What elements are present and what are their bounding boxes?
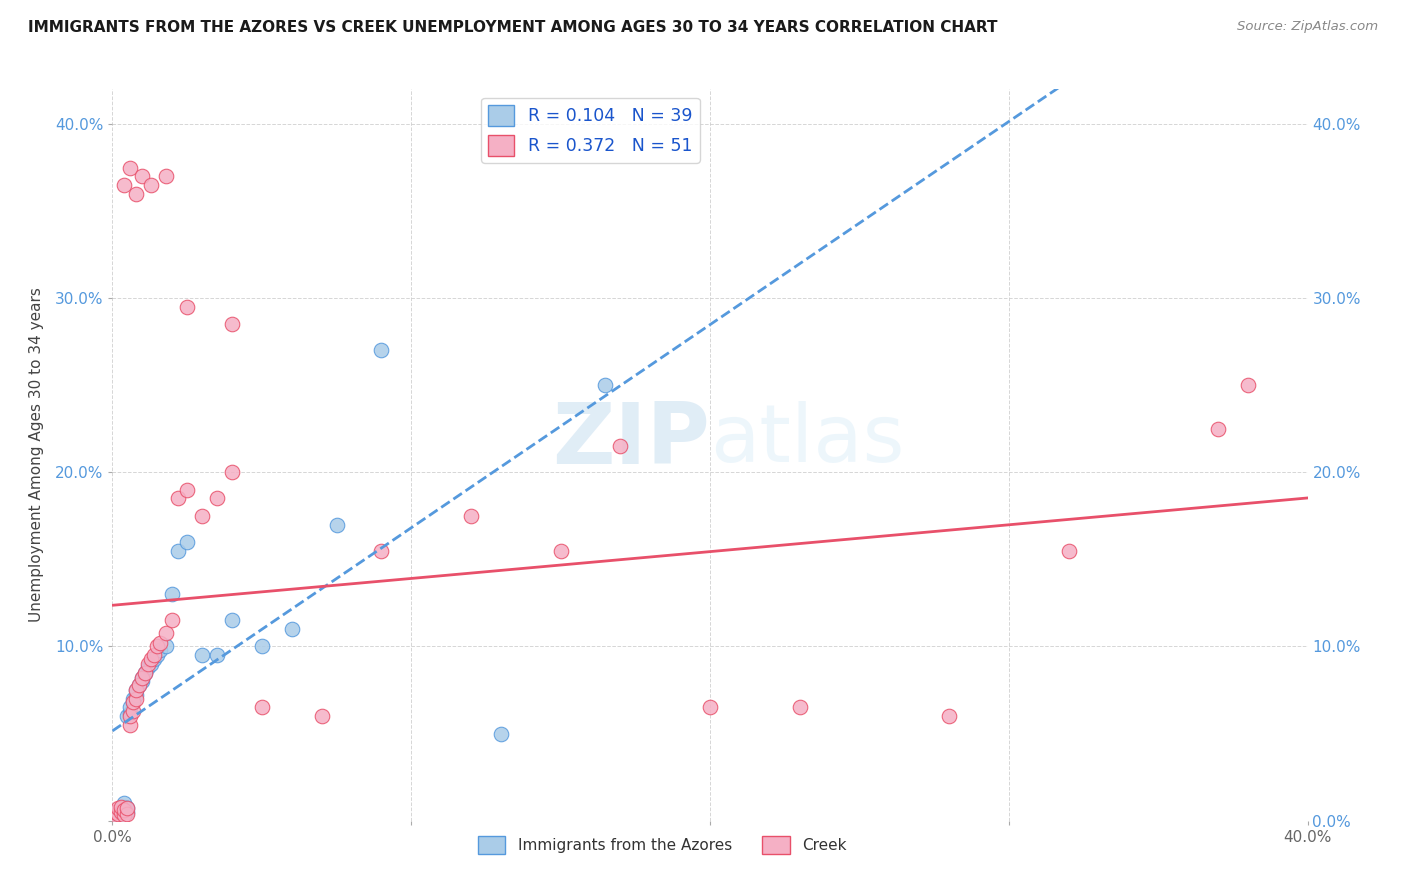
Point bbox=[110, 803, 132, 817]
Point bbox=[595, 378, 617, 392]
Point bbox=[176, 535, 198, 549]
Point bbox=[162, 587, 183, 601]
Point bbox=[250, 640, 273, 654]
Point bbox=[117, 805, 139, 819]
Point bbox=[699, 700, 721, 714]
Point bbox=[120, 718, 142, 732]
Point bbox=[125, 683, 148, 698]
Point bbox=[131, 671, 153, 685]
Point bbox=[125, 186, 148, 201]
Point bbox=[1057, 543, 1080, 558]
Point bbox=[110, 799, 132, 814]
Point bbox=[1237, 378, 1260, 392]
Point bbox=[325, 517, 347, 532]
Point bbox=[205, 648, 228, 663]
Point bbox=[146, 648, 169, 663]
Point bbox=[155, 625, 177, 640]
Point bbox=[128, 678, 150, 692]
Point bbox=[122, 704, 145, 718]
Point bbox=[114, 178, 135, 192]
Point bbox=[104, 812, 127, 826]
Point bbox=[167, 491, 190, 506]
Point bbox=[138, 660, 160, 674]
Point bbox=[104, 805, 127, 819]
Point bbox=[550, 543, 572, 558]
Point bbox=[104, 808, 127, 822]
Point bbox=[110, 801, 132, 815]
Point bbox=[114, 799, 135, 814]
Point bbox=[176, 300, 198, 314]
Point bbox=[134, 665, 156, 680]
Point bbox=[141, 178, 163, 192]
Point bbox=[114, 808, 135, 822]
Point bbox=[107, 808, 129, 822]
Point bbox=[117, 709, 139, 723]
Legend: Immigrants from the Azores, Creek: Immigrants from the Azores, Creek bbox=[472, 830, 852, 861]
Point bbox=[114, 796, 135, 810]
Point bbox=[128, 678, 150, 692]
Point bbox=[167, 543, 190, 558]
Point bbox=[176, 483, 198, 497]
Point bbox=[1206, 422, 1229, 436]
Point bbox=[221, 466, 243, 480]
Point bbox=[146, 640, 169, 654]
Point bbox=[107, 805, 129, 819]
Point bbox=[155, 640, 177, 654]
Point bbox=[609, 439, 631, 453]
Point bbox=[370, 543, 392, 558]
Point bbox=[149, 643, 172, 657]
Point bbox=[460, 508, 482, 523]
Point bbox=[131, 671, 153, 685]
Point bbox=[117, 801, 139, 815]
Point bbox=[191, 508, 214, 523]
Point bbox=[122, 691, 145, 706]
Point bbox=[107, 806, 129, 821]
Point bbox=[122, 695, 145, 709]
Point bbox=[141, 657, 163, 671]
Point bbox=[120, 700, 142, 714]
Point bbox=[110, 805, 132, 819]
Point bbox=[938, 709, 960, 723]
Point bbox=[250, 700, 273, 714]
Point bbox=[370, 343, 392, 358]
Point bbox=[191, 648, 214, 663]
Point bbox=[141, 651, 163, 665]
Point bbox=[143, 651, 166, 665]
Point bbox=[789, 700, 811, 714]
Point bbox=[281, 622, 304, 636]
Point bbox=[489, 726, 512, 740]
Point bbox=[162, 613, 183, 627]
Point bbox=[114, 805, 135, 819]
Point bbox=[221, 318, 243, 332]
Point bbox=[120, 706, 142, 720]
Point bbox=[143, 648, 166, 663]
Point bbox=[221, 613, 243, 627]
Point bbox=[155, 169, 177, 184]
Point bbox=[205, 491, 228, 506]
Text: Source: ZipAtlas.com: Source: ZipAtlas.com bbox=[1237, 20, 1378, 33]
Point bbox=[131, 169, 153, 184]
Y-axis label: Unemployment Among Ages 30 to 34 years: Unemployment Among Ages 30 to 34 years bbox=[30, 287, 44, 623]
Text: atlas: atlas bbox=[710, 401, 904, 479]
Point bbox=[125, 683, 148, 698]
Text: ZIP: ZIP bbox=[553, 399, 710, 482]
Point bbox=[117, 801, 139, 815]
Point bbox=[125, 688, 148, 702]
Point bbox=[125, 691, 148, 706]
Point bbox=[117, 806, 139, 821]
Point bbox=[138, 657, 160, 671]
Point bbox=[114, 803, 135, 817]
Point bbox=[311, 709, 333, 723]
Point bbox=[120, 161, 142, 175]
Point bbox=[107, 801, 129, 815]
Text: IMMIGRANTS FROM THE AZORES VS CREEK UNEMPLOYMENT AMONG AGES 30 TO 34 YEARS CORRE: IMMIGRANTS FROM THE AZORES VS CREEK UNEM… bbox=[28, 20, 998, 35]
Point bbox=[122, 695, 145, 709]
Point bbox=[131, 674, 153, 689]
Point bbox=[149, 636, 172, 650]
Point bbox=[120, 709, 142, 723]
Point bbox=[134, 665, 156, 680]
